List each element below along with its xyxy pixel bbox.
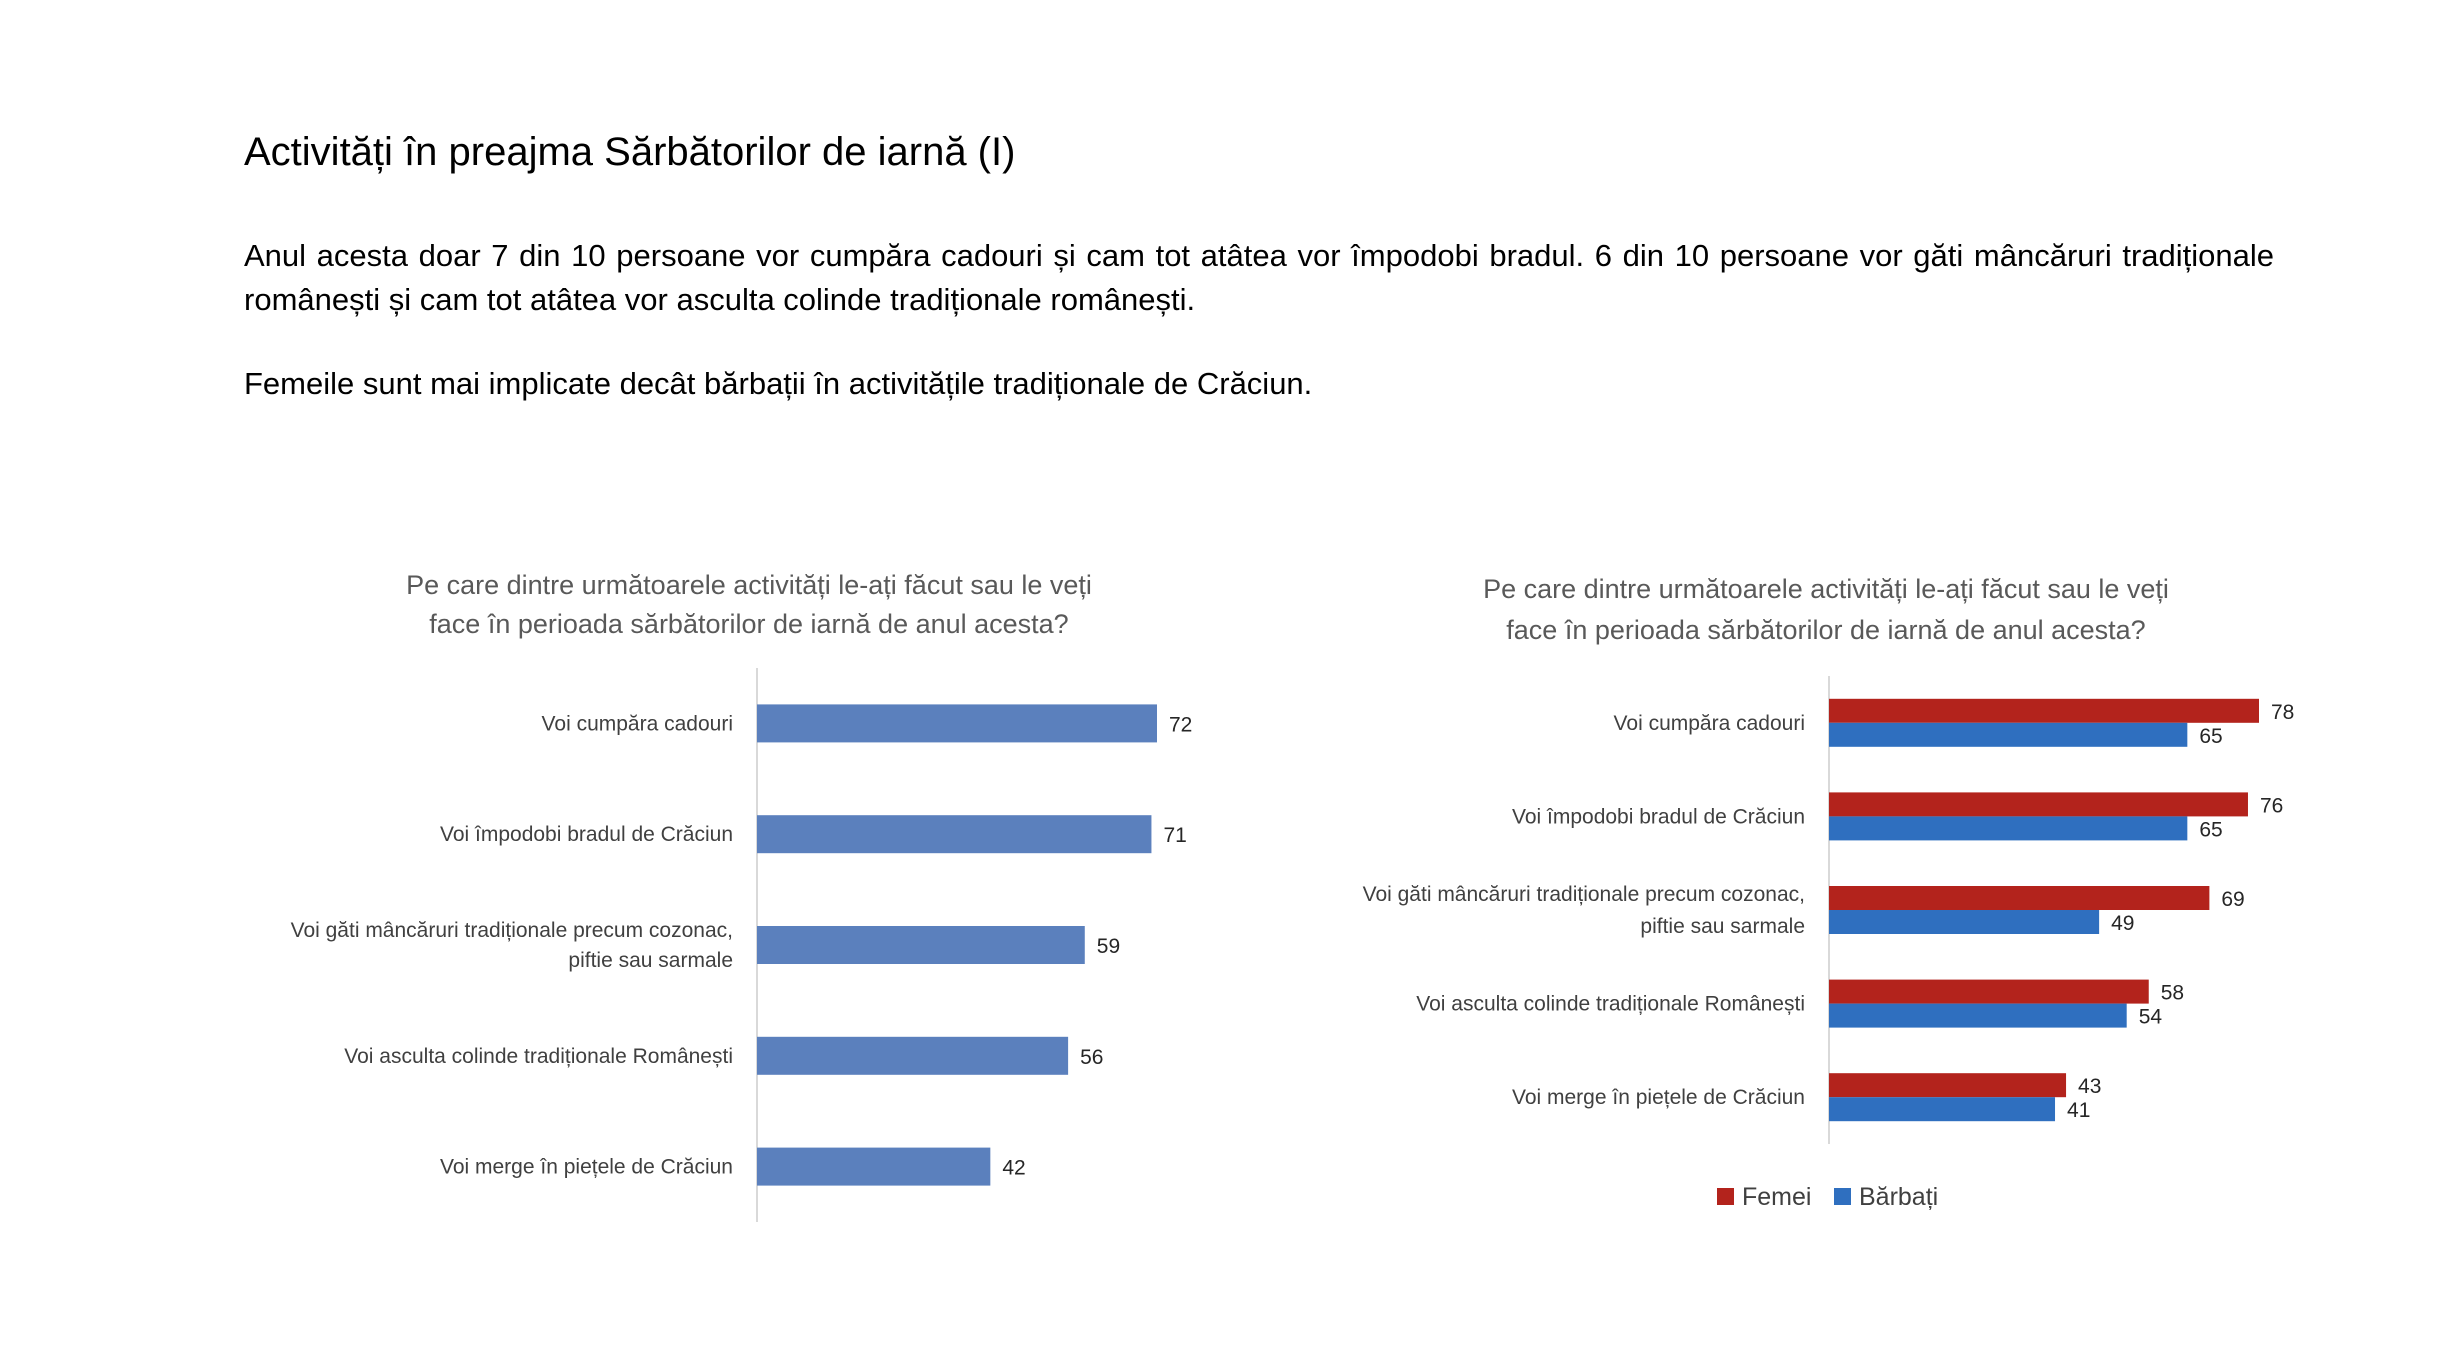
chart2-data-label: 49 <box>2111 912 2134 935</box>
gender-paragraph: Femeile sunt mai implicate decât bărbați… <box>244 366 1313 401</box>
chart1-bar <box>757 926 1085 964</box>
chart2-legend-swatch <box>1834 1188 1851 1205</box>
chart1-category-label: Voi asculta colinde tradiționale Româneș… <box>344 1045 733 1068</box>
chart2-bar-barbati <box>1829 910 2100 934</box>
chart2-data-label: 69 <box>2221 888 2244 911</box>
chart1-bar <box>757 815 1152 854</box>
chart1-data-label: 59 <box>1097 935 1120 958</box>
chart2-bar-femei <box>1829 886 2210 910</box>
chart1-data-label: 56 <box>1080 1046 1103 1069</box>
chart1-data-label: 72 <box>1169 713 1192 736</box>
chart2-category-label: Voi împodobi bradul de Crăciun <box>1512 805 1805 828</box>
chart2-bar-femei <box>1829 698 2259 723</box>
summary-paragraph: Anul acesta doar 7 din 10 persoane vor c… <box>244 238 2274 317</box>
chart2-bar-barbati <box>1829 1003 2127 1028</box>
chart2-category-label: Voi cumpăra cadouri <box>1614 712 1805 735</box>
slide-title: Activități în preajma Sărbătorilor de ia… <box>244 130 1016 174</box>
chart2-bar-barbati <box>1829 816 2188 841</box>
chart2-data-label: 78 <box>2271 701 2294 724</box>
chart2-bar-femei <box>1829 1073 2067 1098</box>
chart2-bar-barbati <box>1829 1097 2056 1122</box>
chart1-data-label: 42 <box>1002 1157 1025 1180</box>
chart2-data-label: 65 <box>2199 818 2222 841</box>
chart1-category-label: Voi găti mâncăruri tradiționale precum c… <box>291 919 733 942</box>
chart2-data-label: 43 <box>2078 1075 2101 1098</box>
chart2-legend-label: Bărbați <box>1859 1183 1938 1211</box>
chart2-bar-femei <box>1829 979 2149 1004</box>
chart1-bar <box>757 1036 1069 1075</box>
chart1-bar <box>757 1147 991 1186</box>
chart2-data-label: 76 <box>2260 794 2283 817</box>
chart1-data-label: 71 <box>1163 824 1186 847</box>
chart1-bar <box>757 704 1157 743</box>
chart1-category-label: Voi împodobi bradul de Crăciun <box>440 823 733 846</box>
chart2-bar-femei <box>1829 792 2248 817</box>
chart2-title-line: face în perioada sărbătorilor de iarnă d… <box>1506 615 2145 645</box>
chart2-category-label: Voi merge în piețele de Crăciun <box>1512 1086 1805 1109</box>
chart2-bar-barbati <box>1829 722 2188 747</box>
chart1-title-line: Pe care dintre următoarele activități le… <box>406 570 1092 600</box>
chart2-category-label: Voi găti mâncăruri tradiționale precum c… <box>1363 883 1805 906</box>
chart2-data-label: 41 <box>2067 1099 2090 1122</box>
chart1-category-label: Voi cumpăra cadouri <box>542 712 733 735</box>
chart2-data-label: 58 <box>2161 982 2184 1005</box>
chart1-title-line: face în perioada sărbătorilor de iarnă d… <box>429 609 1068 639</box>
chart2-category-label: piftie sau sarmale <box>1640 915 1805 938</box>
chart1-category-label: Voi merge în piețele de Crăciun <box>440 1156 733 1179</box>
chart2-data-label: 54 <box>2139 1006 2163 1029</box>
chart1-category-label: piftie sau sarmale <box>568 949 733 972</box>
chart2-legend-label: Femei <box>1742 1183 1811 1211</box>
chart2-title-line: Pe care dintre următoarele activități le… <box>1483 574 2169 604</box>
chart2-category-label: Voi asculta colinde tradiționale Româneș… <box>1416 993 1805 1016</box>
chart2-data-label: 65 <box>2199 725 2222 748</box>
chart2-legend-swatch <box>1717 1188 1734 1205</box>
